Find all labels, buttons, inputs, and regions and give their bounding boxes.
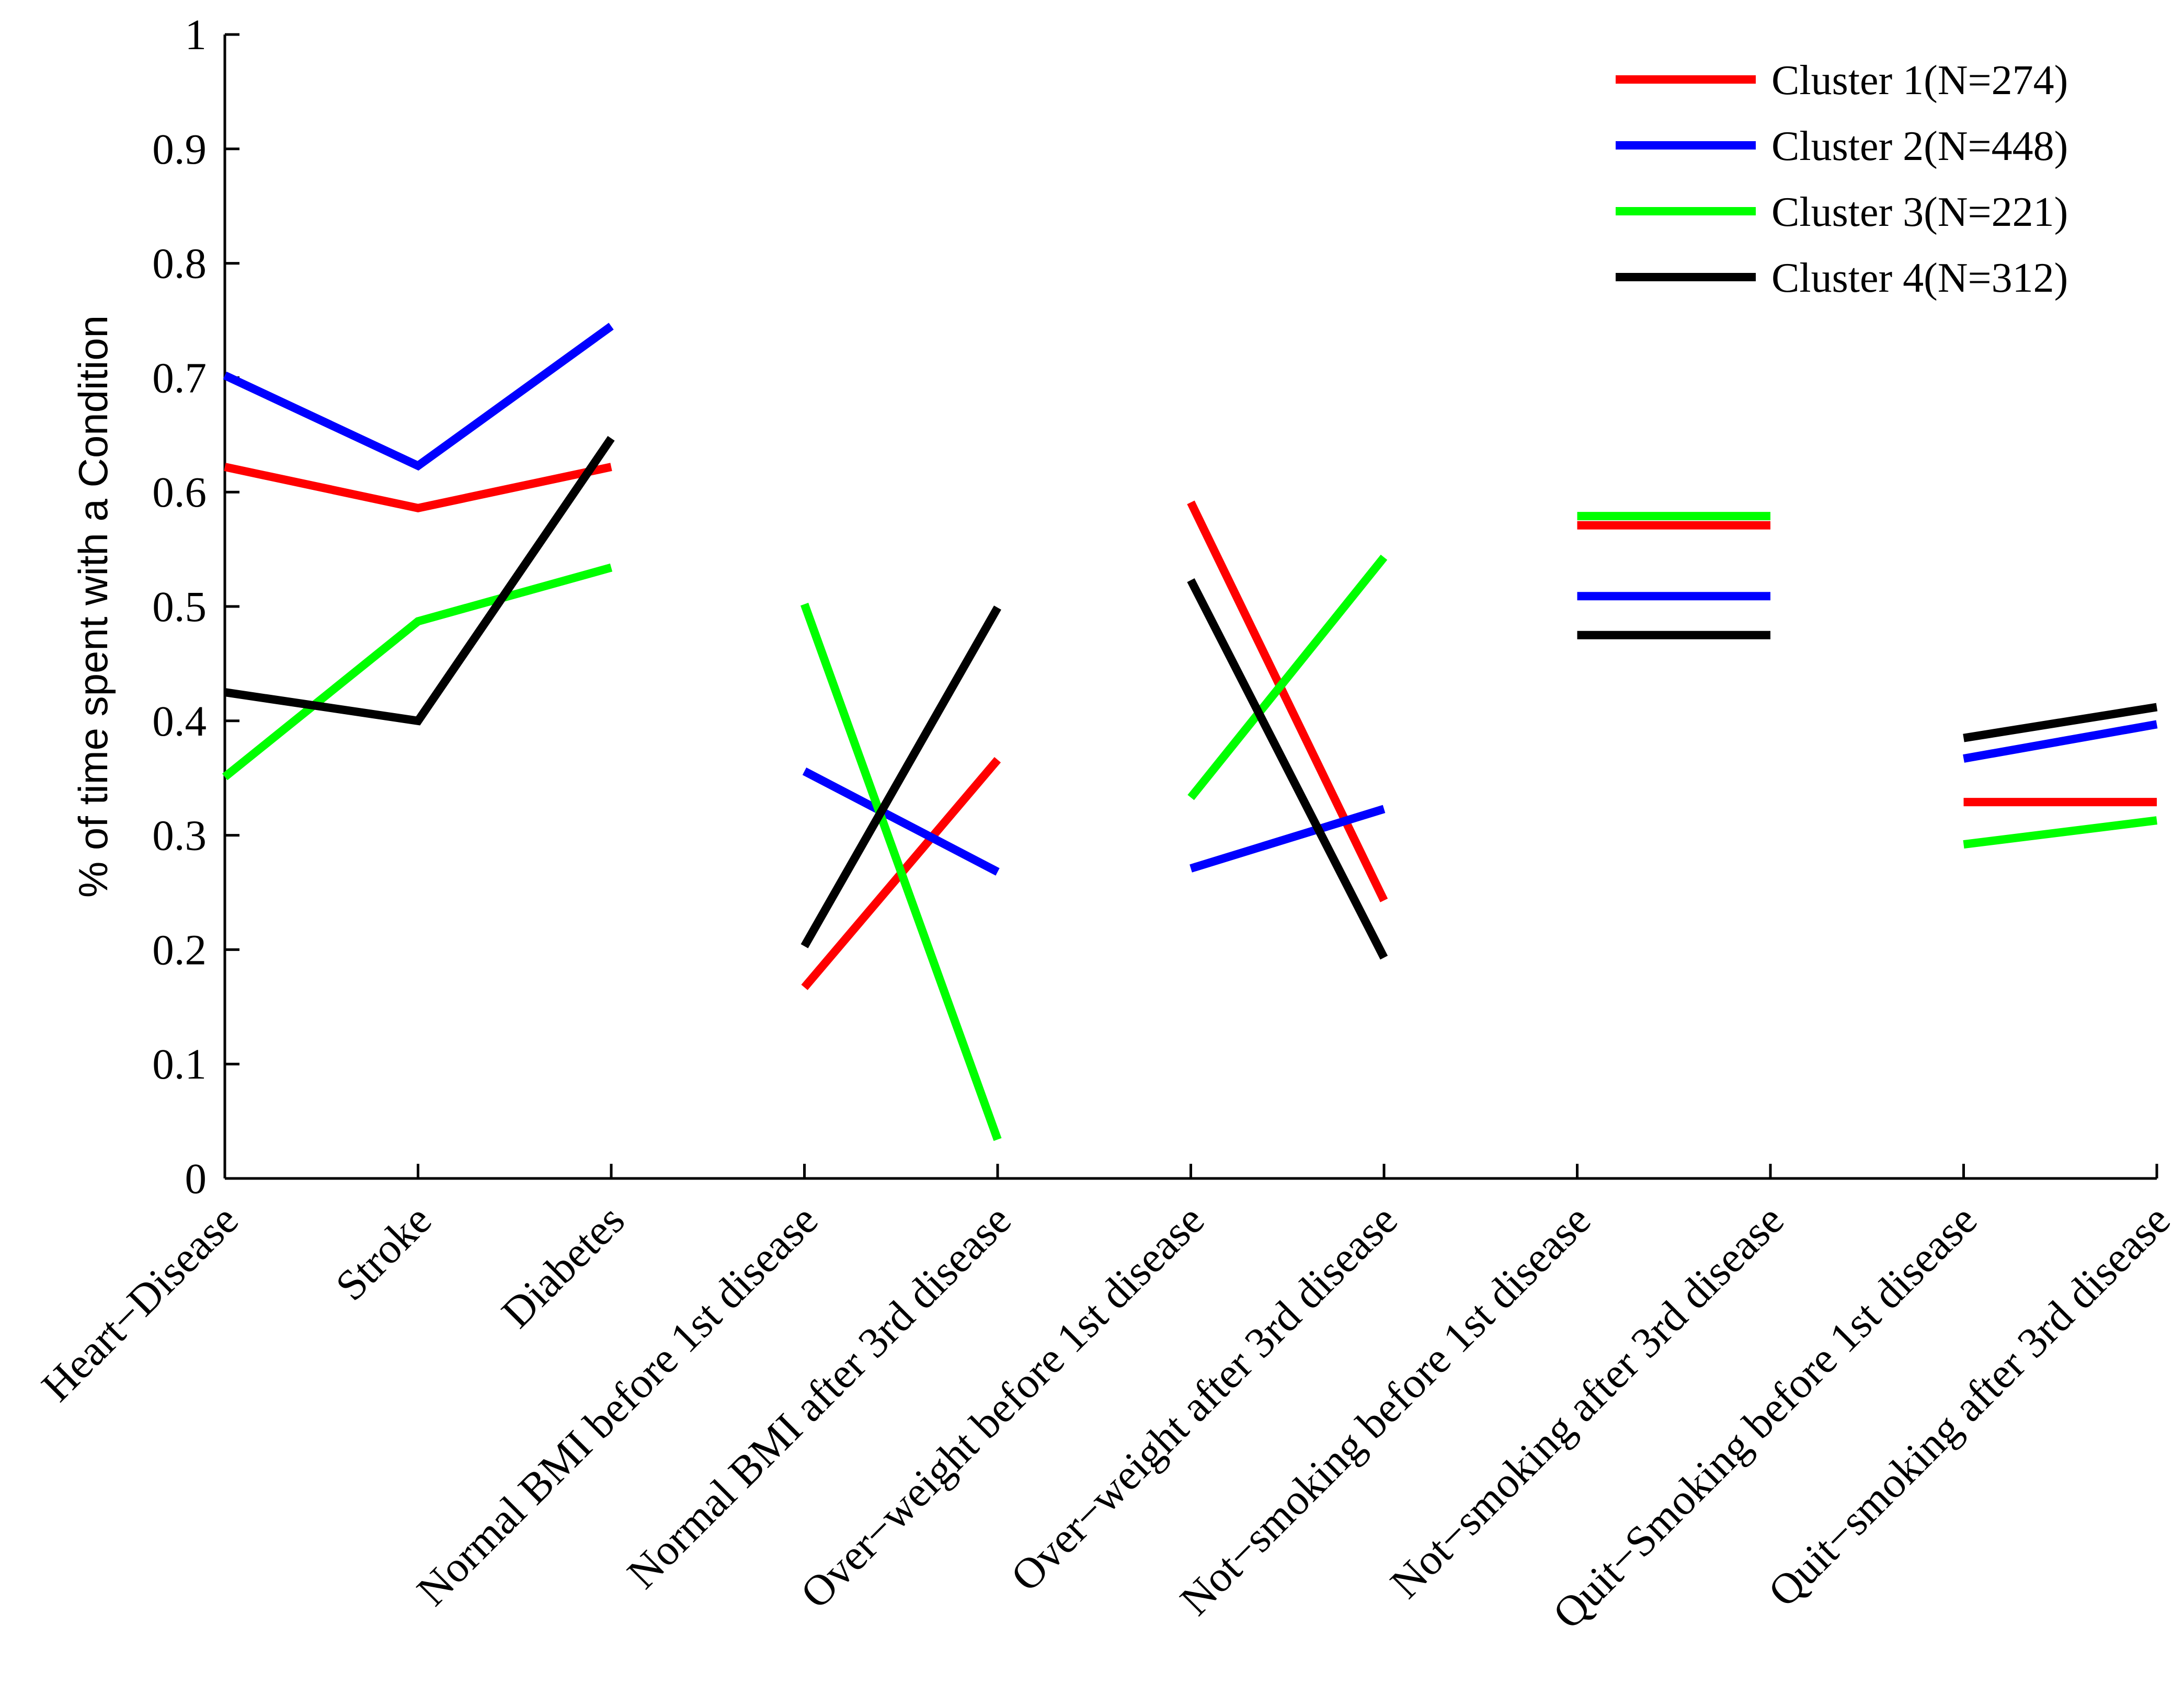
y-tick-label: 0.7: [152, 353, 207, 402]
series-cluster-1: [224, 463, 2157, 990]
x-tick-label: Normal BMI before 1st disease: [407, 1196, 827, 1615]
legend-label: Cluster 2(N=448): [1771, 123, 2068, 169]
x-tick-label: Quit−smoking after 3rd disease: [1759, 1196, 2179, 1616]
series-line-segment: [223, 323, 614, 471]
x-tick-label: Diabetes: [492, 1196, 633, 1337]
y-tick-label: 0: [185, 1154, 207, 1202]
x-tick-label: Not−smoking before 1st disease: [1171, 1196, 1599, 1624]
y-tick-label: 0.6: [152, 468, 207, 516]
x-tick-label: Normal BMI after 3rd disease: [618, 1196, 1020, 1598]
series-line-segment: [222, 563, 613, 781]
series-layer: [222, 323, 2158, 1141]
x-tick-label: Stroke: [326, 1196, 440, 1310]
y-tick-label: 0.8: [152, 239, 207, 288]
series-line-segment: [800, 602, 1002, 1141]
series-line-segment: [1963, 816, 2157, 849]
legend: Cluster 1(N=274) Cluster 2(N=448) Cluster …: [1616, 58, 2068, 301]
series-line-segment: [224, 436, 615, 726]
legend-label: Cluster 3(N=221): [1771, 189, 2068, 235]
series-line-segment: [1187, 500, 1388, 902]
series-line-segment: [1963, 720, 2158, 763]
series-cluster-4: [224, 436, 2158, 960]
y-tick-label: 0.4: [152, 697, 207, 745]
y-tick-label: 0.9: [152, 125, 207, 173]
legend-label: Cluster 1(N=274): [1771, 58, 2068, 104]
series-line-segment: [801, 605, 1001, 948]
y-tick-label: 1: [185, 10, 207, 59]
legend-label: Cluster 4(N=312): [1771, 255, 2068, 301]
y-tick-label: 0.3: [152, 811, 207, 860]
series-line-segment: [1187, 578, 1388, 960]
series-line-segment: [802, 767, 1000, 876]
series-line-segment: [1190, 805, 1386, 873]
x-tick-label: Over−weight after 3rd disease: [1001, 1196, 1406, 1600]
y-axis-title: % of time spent with a Condition: [70, 315, 116, 898]
x-tick-label: Over−weight before 1st disease: [791, 1196, 1213, 1618]
y-tick-label: 0.5: [152, 582, 207, 631]
x-tick-label: Heart−Disease: [32, 1196, 247, 1411]
series-cluster-3: [222, 512, 2157, 1141]
y-axis-ticks: 0 0.1 0.2 0.3 0.4 0.5 0.6 0.7 0.8 0.9 1: [152, 10, 239, 1202]
series-line-segment: [1187, 554, 1388, 800]
series-line-segment: [1963, 703, 2158, 742]
series-cluster-2: [223, 323, 2158, 876]
series-line-segment: [224, 463, 612, 512]
x-tick-label: Not−smoking after 3rd disease: [1381, 1196, 1793, 1608]
y-tick-label: 0.2: [152, 925, 207, 973]
y-tick-label: 0.1: [152, 1040, 207, 1088]
x-tick-label: Quit−Smoking before 1st disease: [1543, 1196, 1986, 1638]
